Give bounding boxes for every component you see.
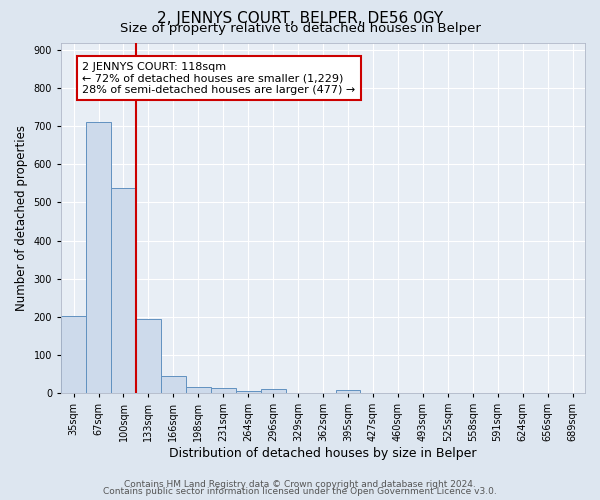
Bar	[211, 388, 236, 393]
Bar	[186, 387, 211, 393]
Bar	[86, 122, 111, 393]
Bar	[335, 390, 361, 393]
Bar	[161, 376, 186, 393]
X-axis label: Distribution of detached houses by size in Belper: Distribution of detached houses by size …	[169, 447, 477, 460]
Text: 2 JENNYS COURT: 118sqm
← 72% of detached houses are smaller (1,229)
28% of semi-: 2 JENNYS COURT: 118sqm ← 72% of detached…	[82, 62, 356, 94]
Bar	[136, 320, 161, 393]
Y-axis label: Number of detached properties: Number of detached properties	[15, 124, 28, 310]
Text: Contains HM Land Registry data © Crown copyright and database right 2024.: Contains HM Land Registry data © Crown c…	[124, 480, 476, 489]
Text: Size of property relative to detached houses in Belper: Size of property relative to detached ho…	[119, 22, 481, 35]
Bar	[111, 188, 136, 393]
Text: 2, JENNYS COURT, BELPER, DE56 0GY: 2, JENNYS COURT, BELPER, DE56 0GY	[157, 11, 443, 26]
Bar	[260, 389, 286, 393]
Bar	[236, 391, 260, 393]
Text: Contains public sector information licensed under the Open Government Licence v3: Contains public sector information licen…	[103, 487, 497, 496]
Bar	[61, 316, 86, 393]
